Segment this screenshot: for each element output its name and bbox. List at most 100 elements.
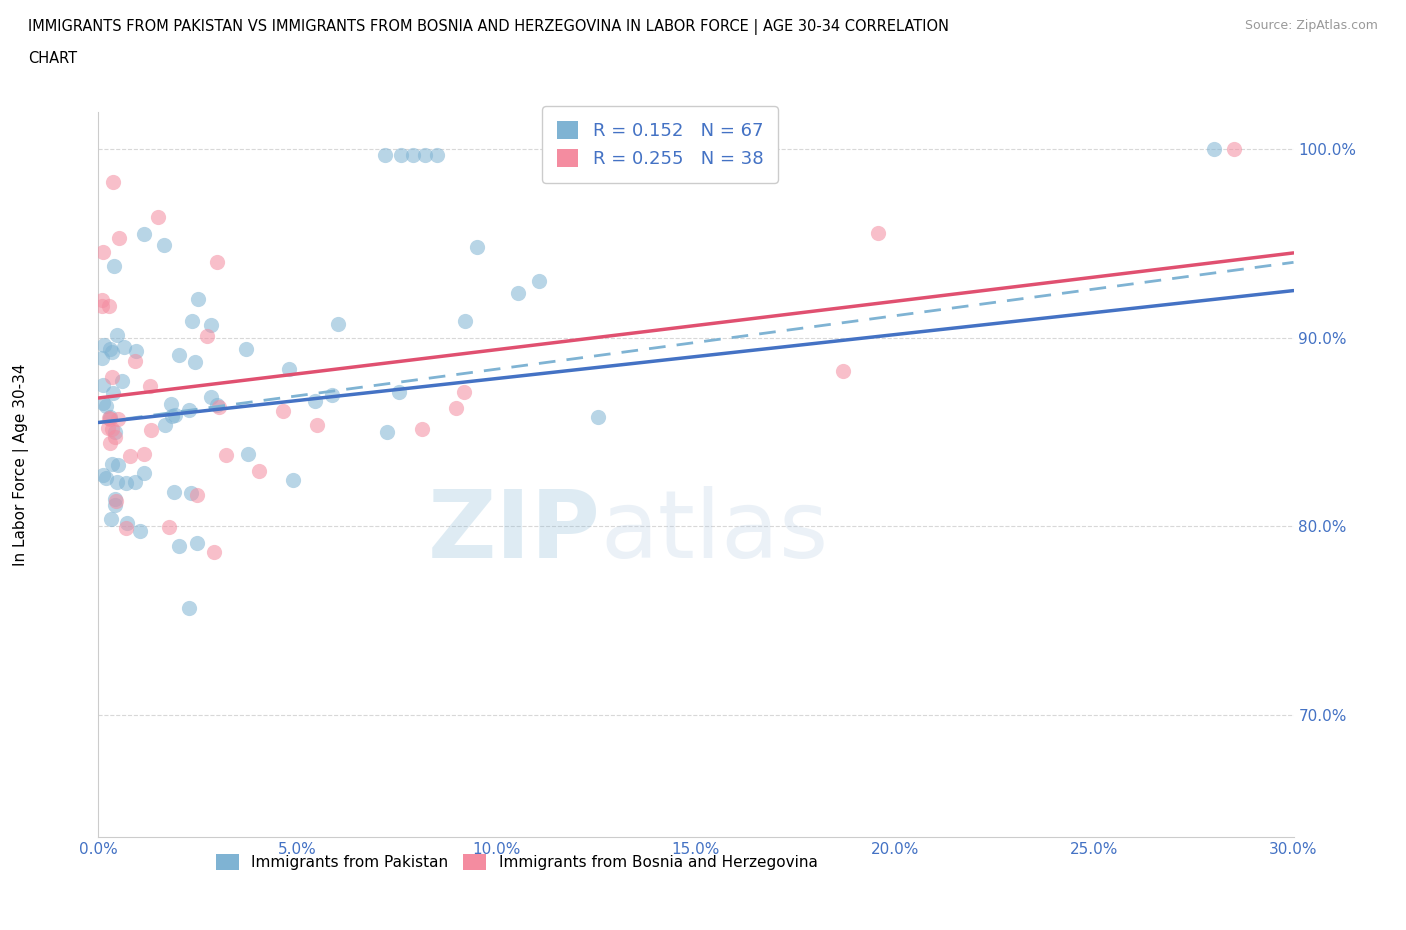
Point [1223, 142, 1246, 157]
Legend: Immigrants from Pakistan, Immigrants from Bosnia and Herzegovina: Immigrants from Pakistan, Immigrants fro… [209, 848, 824, 876]
Point [235, 342, 257, 357]
Point [389, 148, 412, 163]
Point [200, 318, 222, 333]
Point [96, 471, 118, 485]
Point [120, 449, 142, 464]
Point [91, 351, 114, 365]
Point [177, 403, 200, 418]
Point [281, 472, 304, 487]
Point [207, 398, 229, 413]
Point [101, 344, 124, 359]
Point [374, 148, 396, 163]
Point [132, 465, 155, 480]
Text: ZIP: ZIP [427, 486, 600, 578]
Point [304, 394, 326, 409]
Point [444, 400, 467, 415]
Point [114, 476, 136, 491]
Point [91, 467, 114, 482]
Point [413, 148, 436, 163]
Text: CHART: CHART [28, 51, 77, 66]
Point [388, 385, 411, 400]
Point [148, 209, 170, 224]
Point [426, 148, 449, 163]
Text: In Labor Force | Age 30-34: In Labor Force | Age 30-34 [13, 364, 30, 566]
Point [277, 362, 299, 377]
Point [104, 493, 127, 508]
Point [180, 485, 202, 500]
Point [103, 259, 125, 273]
Point [124, 353, 146, 368]
Point [247, 464, 270, 479]
Text: atlas: atlas [600, 486, 828, 578]
Point [91, 292, 114, 307]
Point [104, 424, 127, 439]
Point [139, 379, 162, 393]
Point [375, 424, 398, 439]
Point [186, 292, 208, 307]
Point [111, 374, 134, 389]
Point [588, 410, 610, 425]
Point [132, 226, 155, 241]
Point [125, 343, 148, 358]
Point [160, 409, 183, 424]
Point [321, 388, 343, 403]
Point [402, 148, 425, 163]
Point [169, 348, 191, 363]
Point [195, 329, 218, 344]
Point [153, 238, 176, 253]
Point [177, 601, 200, 616]
Point [104, 491, 127, 506]
Point [202, 544, 225, 559]
Point [115, 515, 138, 530]
Point [91, 378, 114, 392]
Point [100, 512, 122, 526]
Point [98, 436, 121, 451]
Point [105, 327, 128, 342]
Point [93, 337, 115, 352]
Point [236, 446, 259, 461]
Point [205, 254, 228, 269]
Point [97, 410, 120, 425]
Point [453, 385, 475, 400]
Point [157, 520, 180, 535]
Point [181, 313, 204, 328]
Point [506, 286, 529, 300]
Point [100, 341, 122, 356]
Point [107, 458, 129, 472]
Point [91, 299, 114, 313]
Point [160, 397, 183, 412]
Point [129, 524, 152, 538]
Point [411, 422, 433, 437]
Point [307, 418, 329, 432]
Point [465, 239, 488, 254]
Point [831, 364, 853, 379]
Point [163, 407, 186, 422]
Point [326, 316, 349, 331]
Point [273, 404, 295, 418]
Point [215, 447, 238, 462]
Point [184, 355, 207, 370]
Point [104, 498, 127, 512]
Point [108, 231, 131, 246]
Point [98, 299, 121, 313]
Point [208, 400, 231, 415]
Point [112, 339, 135, 354]
Point [163, 485, 186, 499]
Point [139, 423, 162, 438]
Point [134, 446, 156, 461]
Point [101, 457, 124, 472]
Point [153, 418, 176, 432]
Point [107, 412, 129, 427]
Point [91, 245, 114, 259]
Point [186, 487, 208, 502]
Point [100, 369, 122, 384]
Text: Source: ZipAtlas.com: Source: ZipAtlas.com [1244, 19, 1378, 32]
Text: IMMIGRANTS FROM PAKISTAN VS IMMIGRANTS FROM BOSNIA AND HERZEGOVINA IN LABOR FORC: IMMIGRANTS FROM PAKISTAN VS IMMIGRANTS F… [28, 19, 949, 34]
Point [200, 390, 222, 405]
Point [91, 395, 114, 410]
Point [101, 175, 124, 190]
Point [101, 385, 124, 400]
Point [97, 421, 120, 436]
Point [529, 273, 551, 288]
Point [101, 421, 124, 436]
